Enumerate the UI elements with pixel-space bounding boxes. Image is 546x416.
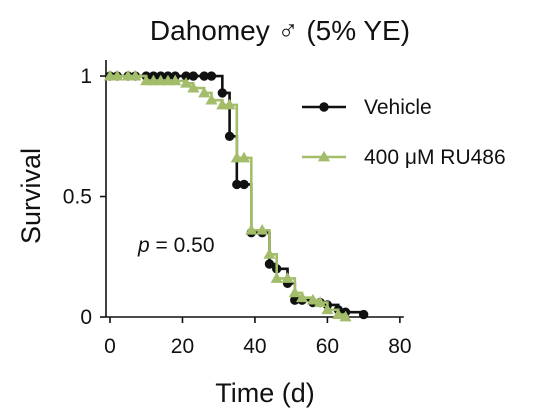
data-point	[314, 296, 327, 307]
data-point	[129, 69, 142, 81]
data-point	[169, 74, 182, 86]
p-value-text: = 0.50	[150, 234, 215, 257]
legend-marker	[319, 102, 329, 112]
legend-item-2: 400 μM RU486	[302, 146, 506, 169]
data-point	[161, 74, 175, 86]
x-tick-label: 40	[243, 335, 266, 358]
data-point	[205, 93, 218, 105]
legend-item-1: Vehicle	[302, 96, 432, 119]
series-line	[110, 74, 347, 317]
data-point	[111, 69, 124, 81]
x-tick-label: 0	[104, 335, 116, 358]
data-point	[103, 69, 117, 81]
y-tick-label: 0	[80, 306, 92, 329]
data-point	[264, 259, 275, 269]
x-tick-label: 60	[316, 335, 339, 358]
data-point	[263, 248, 276, 259]
data-point	[238, 151, 251, 163]
series-group	[103, 69, 369, 322]
data-point	[122, 69, 135, 81]
x-tick-label: 20	[171, 335, 194, 358]
data-point	[187, 81, 200, 93]
data-point	[154, 74, 167, 86]
data-point	[188, 71, 199, 81]
data-point	[230, 151, 243, 163]
data-point	[270, 272, 283, 283]
legend-label: Vehicle	[364, 96, 432, 119]
data-point	[224, 131, 235, 141]
y-axis-label: Survival	[16, 148, 46, 244]
data-point	[216, 98, 229, 110]
data-point	[281, 272, 294, 283]
y-tick-label: 1	[80, 65, 92, 88]
data-point	[306, 293, 319, 305]
p-value-annotation: p = 0.50	[137, 234, 215, 257]
data-point	[245, 224, 258, 235]
data-point	[147, 74, 160, 86]
axes: 0 20 40 60 80 0 0.5 1	[63, 60, 412, 358]
data-point	[140, 74, 153, 86]
data-point	[295, 291, 309, 303]
series-2	[103, 69, 352, 322]
data-point	[223, 98, 236, 110]
data-point	[332, 308, 345, 319]
data-point	[217, 88, 228, 98]
data-point	[239, 179, 249, 190]
data-point	[180, 77, 193, 88]
data-point	[288, 286, 301, 298]
legend: Vehicle 400 μM RU486	[302, 96, 506, 169]
data-point	[339, 310, 352, 322]
data-point	[321, 303, 334, 315]
x-axis-label: Time (d)	[215, 378, 315, 408]
data-point	[198, 86, 211, 98]
y-tick-label: 0.5	[63, 186, 92, 209]
x-tick-label: 80	[388, 335, 411, 358]
legend-label: 400 μM RU486	[364, 146, 506, 169]
data-point	[358, 309, 369, 320]
data-point	[256, 224, 269, 235]
p-value-symbol: p	[137, 234, 150, 257]
legend-marker	[317, 150, 331, 162]
data-point	[206, 71, 217, 81]
chart-title: Dahomey ♂ (5% YE)	[150, 15, 410, 46]
